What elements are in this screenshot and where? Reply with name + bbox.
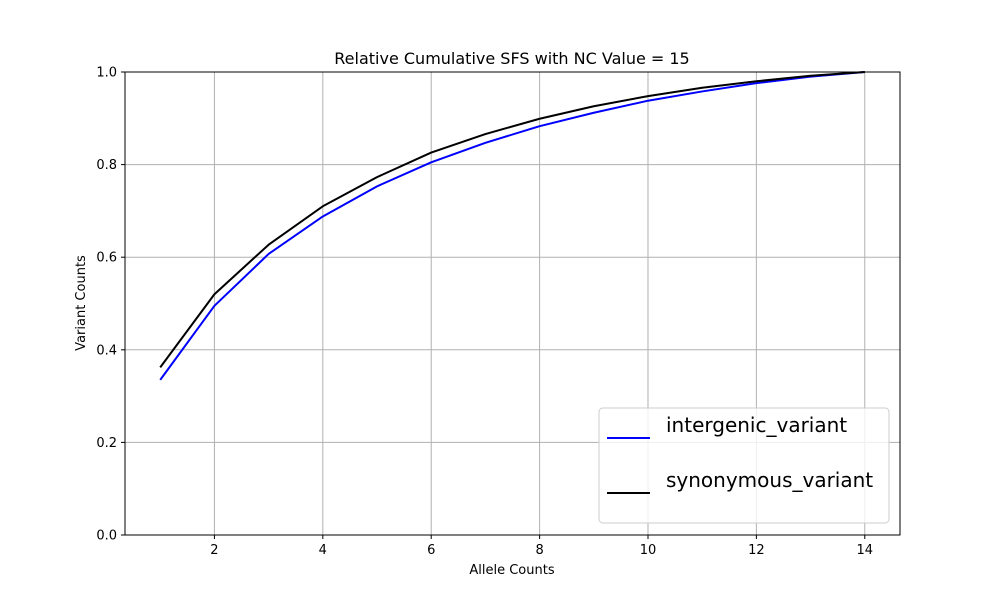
- series-lines: [159, 71, 865, 381]
- chart-title: Relative Cumulative SFS with NC Value = …: [334, 49, 689, 68]
- legend-label: synonymous_variant: [666, 468, 873, 492]
- axis-ticks: 2 4 6 8 10 12 14 0.0 0.2 0.4 0.6 0.8 1.0: [96, 66, 873, 559]
- x-tick-label: 14: [856, 543, 873, 558]
- x-tick-label: 10: [640, 543, 657, 558]
- x-tick-label: 2: [210, 543, 218, 558]
- x-tick-label: 4: [319, 543, 327, 558]
- x-tick-label: 12: [748, 543, 765, 558]
- y-tick-label: 0.6: [96, 251, 117, 266]
- y-tick-label: 0.0: [96, 529, 117, 544]
- x-tick-label: 6: [427, 543, 435, 558]
- x-axis-label: Allele Counts: [469, 563, 554, 578]
- y-tick-label: 1.0: [96, 66, 117, 81]
- x-tick-label: 8: [535, 543, 543, 558]
- plot-frame: [124, 71, 901, 536]
- y-tick-label: 0.8: [96, 158, 117, 173]
- y-axis-label: Variant Counts: [74, 255, 89, 351]
- series-line-synonymous-variant: [159, 71, 865, 368]
- legend-box: [598, 407, 890, 524]
- legend-label: intergenic_variant: [666, 413, 847, 437]
- y-tick-label: 0.2: [96, 436, 117, 451]
- y-tick-label: 0.4: [96, 343, 117, 358]
- legend: intergenic_variant synonymous_variant: [598, 407, 890, 524]
- series-line-intergenic-variant: [159, 71, 865, 381]
